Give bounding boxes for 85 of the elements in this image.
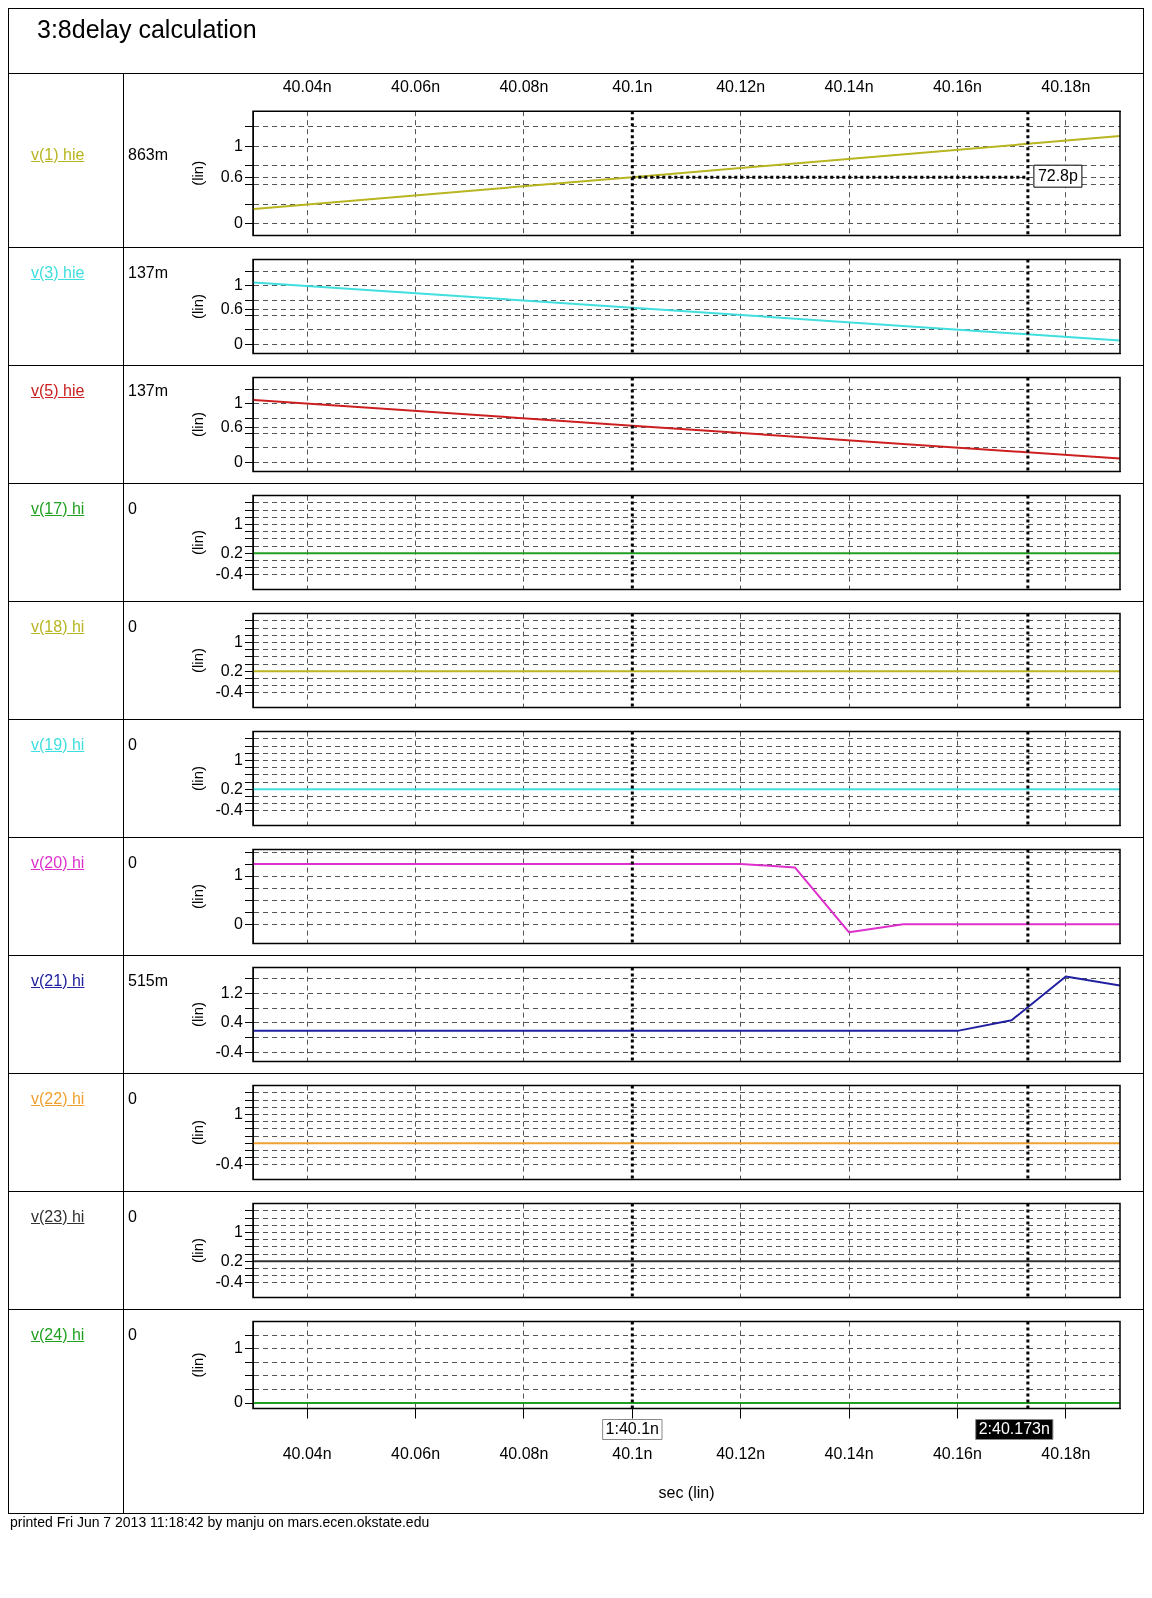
text: v(24) hi bbox=[31, 1326, 85, 1343]
text: printed Fri Jun 7 2013 11:18:42 by manju on mars.ecen.okstate.edu bbox=[9, 1514, 431, 1530]
text: v(17) hi bbox=[31, 500, 85, 517]
x-tick-label: 40.16n bbox=[932, 1444, 982, 1462]
y-tick-label: 0.6 bbox=[220, 167, 244, 185]
text: 0 bbox=[128, 736, 137, 753]
text: 137m bbox=[128, 264, 169, 281]
y-axis-title: (lin) bbox=[189, 1352, 207, 1378]
y-tick-label: 0.2 bbox=[220, 1251, 244, 1269]
y-axis-title: (lin) bbox=[189, 884, 207, 909]
y-tick-label: 0 bbox=[234, 335, 244, 353]
text: v(5) hie bbox=[31, 382, 85, 399]
y-tick-label: 0.2 bbox=[220, 543, 244, 561]
text: v(20) hi bbox=[31, 854, 85, 871]
text: 0 bbox=[128, 1208, 137, 1225]
y-axis-title: (lin) bbox=[189, 648, 207, 673]
y-tick-label: -0.4 bbox=[215, 565, 244, 583]
chart-title: 3:8delay calculation bbox=[37, 15, 257, 43]
ref-line-label: 2:40.173n bbox=[978, 1419, 1050, 1437]
y-tick-label: 1 bbox=[234, 632, 244, 650]
text: v(3) hie bbox=[31, 264, 85, 281]
text: v(23) hi bbox=[31, 1208, 85, 1225]
y-tick-label: 0.2 bbox=[220, 661, 244, 679]
text: v(18) hi bbox=[31, 618, 85, 635]
y-axis-title: (lin) bbox=[189, 412, 207, 437]
x2-tick-label: 40.08n bbox=[499, 78, 549, 96]
x2-tick-label: 40.04n bbox=[282, 78, 332, 96]
y-tick-label: 1 bbox=[234, 866, 244, 884]
x2-tick-label: 40.12n bbox=[716, 78, 766, 96]
y-tick-label: 1 bbox=[234, 1339, 244, 1357]
y-tick-label: -0.4 bbox=[215, 683, 244, 701]
text: v(22) hi bbox=[31, 1090, 85, 1107]
x-tick-label: 40.06n bbox=[391, 1444, 441, 1462]
text: 0 bbox=[128, 618, 137, 635]
text: v(19) hi bbox=[31, 736, 85, 753]
text: 0 bbox=[128, 500, 137, 517]
x2-tick-label: 40.16n bbox=[932, 78, 982, 96]
x2-tick-label: 40.06n bbox=[391, 78, 441, 96]
text: 0 bbox=[128, 854, 137, 871]
y-tick-label: 0.2 bbox=[220, 779, 244, 797]
y-tick-label: -0.4 bbox=[215, 1155, 244, 1173]
y-axis-title: (lin) bbox=[189, 160, 207, 186]
text: v(21) hi bbox=[31, 972, 85, 989]
y-tick-label: -0.4 bbox=[215, 1273, 244, 1291]
x-axis-title: sec (lin) bbox=[658, 1483, 715, 1501]
y-tick-label: 0 bbox=[234, 214, 244, 232]
y-tick-label: 0.6 bbox=[220, 299, 244, 317]
x2-tick-label: 40.18n bbox=[1041, 78, 1091, 96]
text: 137m bbox=[128, 382, 169, 399]
annotation: 72.8p bbox=[1037, 166, 1079, 184]
y-axis-title: (lin) bbox=[189, 1238, 207, 1263]
y-tick-label: 1.2 bbox=[220, 983, 244, 1001]
x-tick-label: 40.14n bbox=[824, 1444, 874, 1462]
x-tick-label: 40.08n bbox=[499, 1444, 549, 1462]
y-tick-label: 1 bbox=[234, 394, 244, 412]
text: 0 bbox=[128, 1326, 137, 1343]
y-tick-label: 1 bbox=[234, 1104, 244, 1122]
y-tick-label: 1 bbox=[234, 136, 244, 154]
x-tick-label: 40.1n bbox=[612, 1444, 653, 1462]
x-tick-label: 40.04n bbox=[282, 1444, 332, 1462]
y-tick-label: 0 bbox=[234, 1393, 244, 1411]
y-axis-title: (lin) bbox=[189, 1002, 207, 1027]
y-tick-label: 0.6 bbox=[220, 417, 244, 435]
y-tick-label: -0.4 bbox=[215, 1042, 244, 1060]
x-tick-label: 40.18n bbox=[1041, 1444, 1091, 1462]
y-axis-title: (lin) bbox=[189, 1120, 207, 1145]
y-tick-label: 0 bbox=[234, 453, 244, 471]
y-axis-title: (lin) bbox=[189, 766, 207, 791]
y-axis-title: (lin) bbox=[189, 530, 207, 555]
text: 515m bbox=[128, 972, 169, 989]
y-tick-label: 0 bbox=[234, 914, 244, 932]
y-tick-label: 1 bbox=[234, 514, 244, 532]
y-tick-label: 1 bbox=[234, 750, 244, 768]
text: v(1) hie bbox=[31, 146, 85, 163]
y-axis-title: (lin) bbox=[189, 294, 207, 319]
x-tick-label: 40.12n bbox=[716, 1444, 766, 1462]
y-tick-label: -0.4 bbox=[215, 801, 244, 819]
y-tick-label: 0.4 bbox=[220, 1013, 244, 1031]
text: 863m bbox=[128, 146, 169, 163]
y-tick-label: 1 bbox=[234, 1222, 244, 1240]
x2-tick-label: 40.14n bbox=[824, 78, 874, 96]
y-tick-label: 1 bbox=[234, 276, 244, 294]
text: 0 bbox=[128, 1090, 137, 1107]
ref-line-label: 1:40.1n bbox=[605, 1419, 660, 1437]
x2-tick-label: 40.1n bbox=[612, 78, 653, 96]
